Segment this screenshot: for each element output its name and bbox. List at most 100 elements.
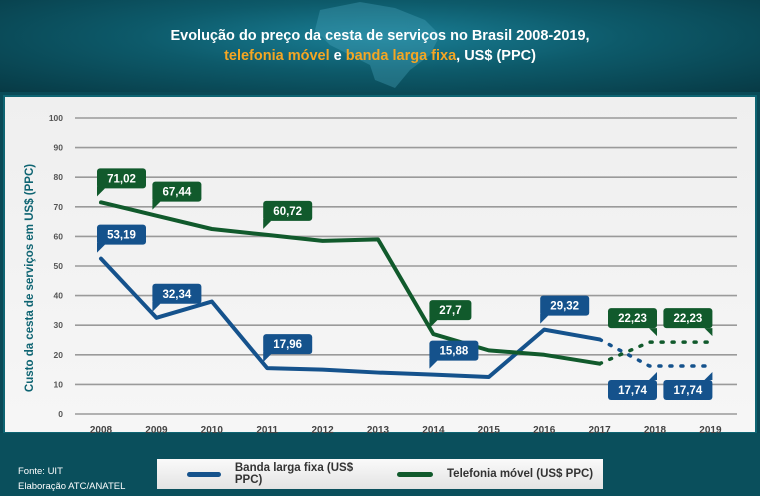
y-tick-label: 10 bbox=[54, 379, 64, 389]
legend-swatch-banda bbox=[187, 471, 221, 477]
x-tick-label: 2012 bbox=[311, 425, 334, 436]
data-label-tail bbox=[263, 218, 272, 229]
y-tick-label: 60 bbox=[54, 231, 64, 241]
data-label-text: 17,74 bbox=[674, 385, 703, 397]
x-tick-labels: 2008 2009 2010 2011 2012 2013 2014 2015 2016 2017… bbox=[90, 425, 722, 436]
series-projection-telefonia bbox=[597, 340, 715, 366]
title-line-1: Evolução do preço da cesta de serviços n… bbox=[170, 28, 590, 44]
chart-title: Evolução do preço da cesta de serviços n… bbox=[0, 26, 760, 66]
y-tick-label: 50 bbox=[54, 261, 64, 271]
data-label-telefonia: 22,23 bbox=[663, 308, 713, 337]
x-tick-label: 2013 bbox=[367, 425, 390, 436]
series-lines bbox=[99, 200, 715, 379]
data-label-box bbox=[663, 380, 713, 401]
legend-label-telefonia: Telefonia móvel (US$ PPC) bbox=[447, 468, 594, 480]
data-label-text: 22,23 bbox=[674, 313, 703, 325]
brazil-map-silhouette bbox=[315, 2, 440, 88]
data-label-tail bbox=[429, 318, 438, 329]
title-line-2: telefonia móvel e banda larga fixa, US$ … bbox=[0, 46, 760, 66]
data-label-box bbox=[429, 340, 479, 361]
legend-item-telefonia: Telefonia móvel (US$ PPC) bbox=[375, 459, 603, 489]
data-label-tail bbox=[152, 301, 161, 312]
data-label-tail bbox=[649, 328, 657, 337]
chart-panel bbox=[3, 95, 757, 434]
data-label-text: 29,32 bbox=[550, 301, 579, 313]
data-label-box bbox=[97, 224, 146, 245]
y-tick-label: 90 bbox=[54, 143, 64, 153]
data-label-box bbox=[152, 181, 202, 202]
data-labels: 53,19 32,34 17,96 15,88 29,32 17,74 17,74 71,02… bbox=[97, 168, 713, 401]
data-label-box bbox=[263, 334, 313, 355]
data-label-telefonia: 67,44 bbox=[152, 181, 202, 210]
title-highlight-banda: banda larga fixa bbox=[345, 48, 457, 64]
x-tick-label: 2019 bbox=[699, 425, 722, 436]
y-tick-label: 70 bbox=[54, 202, 64, 212]
x-tick-label: 2018 bbox=[644, 425, 667, 436]
x-tick-label: 2009 bbox=[145, 425, 168, 436]
data-label-text: 71,02 bbox=[107, 173, 136, 185]
data-label-banda: 17,74 bbox=[663, 372, 713, 401]
x-tick-label: 2015 bbox=[478, 425, 501, 436]
data-label-banda: 53,19 bbox=[97, 224, 146, 253]
data-label-box bbox=[608, 380, 657, 401]
data-label-box bbox=[263, 200, 313, 221]
y-tick-label: 40 bbox=[54, 291, 64, 301]
y-tick-labels: 0 10 20 30 40 50 60 70 80 90 100 bbox=[49, 113, 63, 419]
data-label-tail bbox=[540, 313, 549, 324]
data-label-telefonia: 60,72 bbox=[263, 200, 313, 229]
y-tick-label: 30 bbox=[54, 320, 64, 330]
data-label-text: 67,44 bbox=[163, 187, 192, 199]
data-label-banda: 17,74 bbox=[608, 372, 657, 401]
series-projection-banda bbox=[597, 337, 715, 368]
x-tick-label: 2016 bbox=[533, 425, 556, 436]
y-tick-label: 80 bbox=[54, 172, 64, 182]
data-label-tail bbox=[649, 372, 657, 381]
legend-swatch-telefonia bbox=[397, 471, 433, 477]
y-tick-label: 100 bbox=[49, 113, 63, 123]
data-label-telefonia: 27,7 bbox=[429, 300, 472, 329]
data-label-text: 27,7 bbox=[439, 305, 461, 317]
y-tick-label: 0 bbox=[58, 409, 63, 419]
data-label-text: 22,23 bbox=[618, 313, 647, 325]
data-label-text: 53,19 bbox=[107, 230, 136, 242]
data-label-tail bbox=[704, 372, 713, 381]
data-label-box bbox=[429, 300, 472, 321]
title-highlight-telefonia: telefonia móvel bbox=[224, 48, 330, 64]
data-label-tail bbox=[704, 328, 713, 337]
legend-label-banda: Banda larga fixa (US$ PPC) bbox=[234, 462, 354, 486]
data-label-text: 15,88 bbox=[440, 346, 469, 358]
x-tick-label: 2017 bbox=[588, 425, 611, 436]
data-label-banda: 15,88 bbox=[429, 340, 479, 369]
data-label-tail bbox=[263, 352, 272, 363]
data-label-tail bbox=[97, 186, 105, 197]
data-label-tail bbox=[152, 199, 161, 210]
data-label-telefonia: 22,23 bbox=[608, 308, 657, 337]
x-tick-label: 2010 bbox=[201, 425, 224, 436]
data-label-text: 17,96 bbox=[273, 339, 302, 351]
data-label-tail bbox=[429, 358, 438, 369]
credit-text: Elaboração ATC/ANATEL bbox=[18, 481, 126, 492]
data-label-tail bbox=[97, 242, 105, 253]
data-label-box bbox=[97, 168, 146, 189]
series-line-telefonia bbox=[99, 200, 602, 366]
data-label-text: 32,34 bbox=[163, 289, 192, 301]
title-end: , US$ (PPC) bbox=[456, 48, 536, 64]
data-label-box bbox=[608, 308, 657, 329]
data-label-banda: 17,96 bbox=[263, 334, 313, 363]
y-tick-label: 20 bbox=[54, 350, 64, 360]
x-tick-label: 2014 bbox=[422, 425, 445, 436]
source-text: Fonte: UIT bbox=[18, 466, 63, 477]
header-banner: Evolução do preço da cesta de serviços n… bbox=[0, 0, 760, 92]
y-axis-label: Custo da cesta de serviços em US$ (PPC) bbox=[24, 164, 36, 392]
series-line-banda bbox=[99, 256, 602, 379]
x-tick-label: 2008 bbox=[90, 425, 113, 436]
data-label-banda: 32,34 bbox=[152, 283, 202, 312]
gridlines bbox=[75, 117, 737, 415]
x-tick-label: 2011 bbox=[256, 425, 278, 436]
data-label-box bbox=[152, 283, 202, 304]
data-label-banda: 29,32 bbox=[540, 295, 590, 324]
title-mid: e bbox=[329, 48, 346, 64]
data-label-text: 60,72 bbox=[273, 206, 302, 218]
data-label-box bbox=[540, 295, 590, 316]
